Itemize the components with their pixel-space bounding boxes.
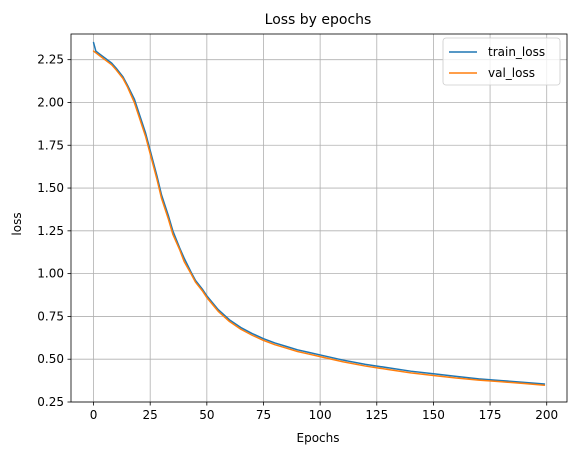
x-tick-label: 150	[422, 408, 445, 422]
x-tick-label: 0	[90, 408, 98, 422]
series-layer	[92, 41, 546, 386]
x-tick-label: 100	[309, 408, 332, 422]
chart-title: Loss by epochs	[265, 12, 372, 28]
y-tick-label: 2.25	[37, 53, 64, 67]
y-tick-label: 1.75	[37, 138, 64, 152]
legend-label-val-loss: val_loss	[488, 66, 535, 80]
y-tick-label: 1.00	[37, 267, 64, 281]
x-axis-label: Epochs	[297, 431, 340, 445]
y-tick-label: 1.25	[37, 224, 64, 238]
x-axis-ticks: 0 25 50 75 100 125 150 175 200	[90, 402, 558, 422]
x-tick-label: 200	[535, 408, 558, 422]
plot-area-frame	[70, 33, 568, 403]
y-tick-label: 1.50	[37, 181, 64, 195]
grid-lines	[71, 34, 567, 403]
y-tick-label: 0.50	[37, 352, 64, 366]
y-tick-label: 2.00	[37, 95, 64, 109]
y-axis-ticks: 0.25 0.50 0.75 1.00 1.25 1.50 1.75 2.00 2.25	[37, 53, 71, 409]
x-tick-label: 25	[143, 408, 158, 422]
y-axis-label: loss	[10, 212, 24, 235]
y-tick-label: 0.75	[37, 309, 64, 323]
y-tick-label: 0.25	[37, 395, 64, 409]
x-tick-label: 75	[256, 408, 271, 422]
series-line-val-loss	[92, 50, 546, 386]
series-line-train-loss	[92, 41, 546, 385]
x-tick-label: 175	[479, 408, 502, 422]
legend: train_loss val_loss	[442, 37, 561, 86]
legend-label-train-loss: train_loss	[488, 45, 545, 59]
x-tick-label: 125	[365, 408, 388, 422]
x-tick-label: 50	[199, 408, 214, 422]
